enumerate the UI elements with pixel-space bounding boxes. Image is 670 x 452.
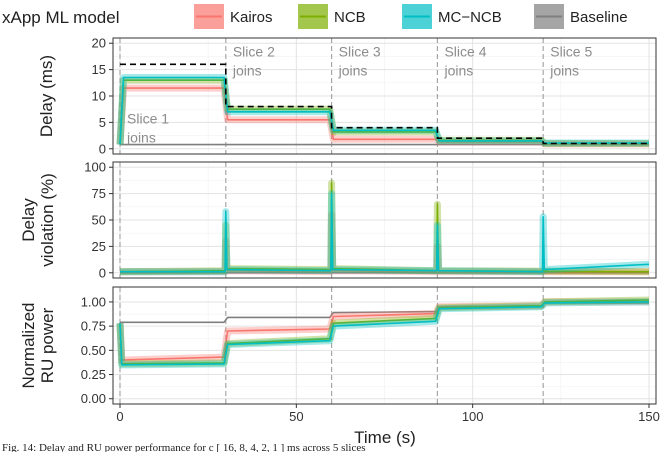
x-tick-label: 150 <box>638 409 660 424</box>
y-tick-label: 1.00 <box>81 294 106 309</box>
annotation-line: Slice 5 <box>550 43 592 59</box>
legend-title: xApp ML model <box>2 8 119 27</box>
y-axis-label: violation (%) <box>38 173 57 267</box>
annotation-line: joins <box>443 62 473 78</box>
y-tick-label: 15 <box>92 62 106 77</box>
legend: xApp ML model Kairos NCB MC−NCB Baseline <box>2 4 628 29</box>
y-tick-label: 0.25 <box>81 367 106 382</box>
legend-label-ncb: NCB <box>334 9 366 26</box>
x-tick-label: 100 <box>462 409 484 424</box>
y-tick-label: 0.00 <box>81 391 106 406</box>
annotation-line: Slice 1 <box>127 110 169 126</box>
x-tick-label: 0 <box>116 409 123 424</box>
panel-3: 0.00 0.25 0.50 0.75 1.00 0 50 100 150 Normalized R… <box>19 286 660 424</box>
annotation-slice-1: Slice 1 joins <box>126 110 169 145</box>
annotation-line: Slice 4 <box>444 43 486 59</box>
legend-label-baseline: Baseline <box>570 9 628 26</box>
annotation-slice-2: Slice 2 joins <box>232 43 275 78</box>
annotation-line: joins <box>338 62 368 78</box>
panel-frame <box>112 286 657 405</box>
y-tick-label: 10 <box>92 89 106 104</box>
y-tick-label: 50 <box>92 213 106 228</box>
y-tick-label: 0 <box>99 141 106 156</box>
legend-label-mc-ncb: MC−NCB <box>438 9 502 26</box>
series-line-mc-ncb <box>120 192 650 273</box>
legend-label-kairos: Kairos <box>230 9 273 26</box>
y-tick-label: 0.50 <box>81 343 106 358</box>
annotation-line: Slice 2 <box>233 43 275 59</box>
y-tick-label: 25 <box>92 239 106 254</box>
annotation-line: joins <box>232 62 262 78</box>
y-tick-label: 100 <box>84 160 106 175</box>
y-tick-label: 5 <box>99 115 106 130</box>
y-tick-label: 0 <box>99 265 106 280</box>
y-axis-label: RU power <box>38 307 57 383</box>
y-axis-label: Normalized <box>19 303 38 389</box>
x-axis-label: Time (s) <box>354 428 416 447</box>
x-tick-label: 50 <box>289 409 303 424</box>
panel-2: 0 25 50 75 100 Delay violation (%) <box>19 160 657 280</box>
figure-caption: Fig. 14: Delay and RU power performance … <box>2 442 366 452</box>
y-tick-label: 20 <box>92 36 106 51</box>
y-tick-label: 0.75 <box>81 319 106 334</box>
annotation-line: joins <box>549 62 579 78</box>
annotation-slice-5: Slice 5 joins <box>549 43 592 78</box>
annotation-line: joins <box>126 129 156 145</box>
annotation-slice-4: Slice 4 joins <box>443 43 486 78</box>
y-tick-label: 75 <box>92 186 106 201</box>
y-axis-label: Delay <box>19 198 38 242</box>
annotation-slice-3: Slice 3 joins <box>338 43 381 78</box>
y-axis-label: Delay (ms) <box>37 55 56 137</box>
annotation-line: Slice 3 <box>339 43 381 59</box>
series-line-mc-ncb <box>119 301 650 366</box>
